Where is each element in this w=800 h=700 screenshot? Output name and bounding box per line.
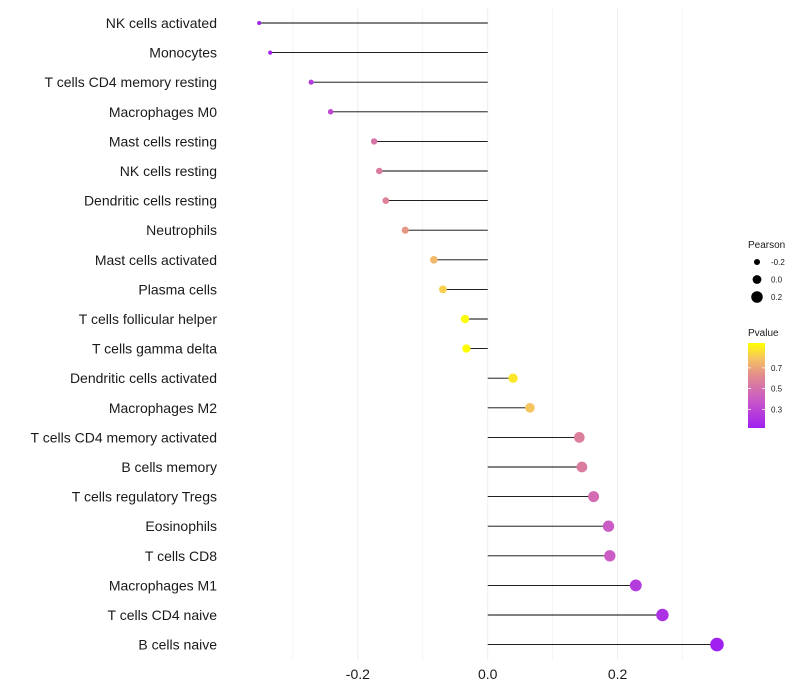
y-label-neutrophils: Neutrophils (146, 222, 217, 238)
y-label-t-cells-follicular-helper: T cells follicular helper (79, 311, 218, 327)
y-label-nk-cells-resting: NK cells resting (120, 163, 217, 179)
y-label-macrophages-m2: Macrophages M2 (109, 400, 217, 416)
lollipop-point-macrophages-m1 (629, 579, 642, 592)
lollipop-point-dendritic-cells-activated (508, 373, 518, 383)
lollipop-point-b-cells-memory (576, 461, 588, 473)
legend-pearson-key (751, 291, 763, 303)
lollipop-point-t-cells-cd8 (604, 550, 616, 562)
y-label-plasma-cells: Plasma cells (138, 281, 217, 297)
legend-pearson-label: 0.0 (771, 276, 783, 285)
y-label-b-cells-naive: B cells naive (138, 637, 217, 653)
lollipop-point-dendritic-cells-resting (382, 197, 390, 204)
lollipop-point-t-cells-follicular-helper (460, 314, 470, 324)
lollipop-point-t-cells-cd4-memory-activated (573, 432, 585, 443)
y-label-mast-cells-resting: Mast cells resting (109, 133, 217, 149)
y-axis-labels: NK cells activated Monocytes T cells CD4 m… (31, 15, 218, 653)
legend-pearson-key (752, 275, 762, 284)
legend-pearson-label: -0.2 (771, 258, 785, 267)
lollipop-point-b-cells-naive (710, 637, 724, 652)
lollipop-point-monocytes (268, 50, 273, 55)
lollipop-point-neutrophils (401, 226, 409, 234)
legend-pvalue-label: 0.3 (771, 405, 783, 414)
lollipop-point-macrophages-m2 (525, 402, 535, 413)
x-axis-ticks: -0.2 0.0 0.2 (346, 666, 628, 682)
y-label-t-cells-cd8: T cells CD8 (145, 548, 217, 564)
legend-pearson-title: Pearson (748, 240, 785, 251)
lollipop-point-t-cells-regulatory-tregs (588, 491, 600, 503)
y-label-t-cells-cd4-memory-resting: T cells CD4 memory resting (45, 74, 217, 90)
x-tick-label: -0.2 (346, 666, 370, 682)
y-label-t-cells-cd4-memory-activated: T cells CD4 memory activated (31, 429, 217, 445)
lollipop-point-mast-cells-activated (430, 255, 438, 264)
y-label-t-cells-cd4-naive: T cells CD4 naive (108, 607, 218, 623)
y-label-nk-cells-activated: NK cells activated (106, 15, 217, 31)
x-tick-label: 0.0 (478, 666, 498, 682)
legend-pearson: Pearson -0.2 0.0 0.2 (748, 240, 785, 303)
legend-pvalue: Pvalue 0.7 0.5 0.3 (748, 328, 783, 428)
lollipop-point-eosinophils (602, 520, 615, 532)
legend-pvalue-label: 0.7 (771, 364, 783, 373)
y-label-eosinophils: Eosinophils (145, 518, 217, 534)
y-label-macrophages-m1: Macrophages M1 (109, 577, 217, 593)
lollipop-point-t-cells-cd4-naive (656, 608, 669, 622)
y-label-monocytes: Monocytes (149, 45, 217, 61)
y-label-t-cells-regulatory-tregs: T cells regulatory Tregs (72, 489, 217, 505)
y-label-dendritic-cells-activated: Dendritic cells activated (70, 370, 217, 386)
legend-pearson-key (753, 258, 761, 266)
lollipop-point-t-cells-gamma-delta (462, 344, 471, 353)
lollipop-marks (257, 21, 724, 652)
y-label-macrophages-m0: Macrophages M0 (109, 104, 217, 120)
lollipop-point-plasma-cells (439, 285, 447, 294)
legend-pvalue-bar (748, 343, 765, 428)
lollipop-point-nk-cells-resting (376, 167, 383, 175)
lollipop-point-nk-cells-activated (257, 21, 262, 25)
y-label-t-cells-gamma-delta: T cells gamma delta (92, 341, 217, 357)
lollipop-point-macrophages-m0 (327, 109, 334, 115)
y-label-mast-cells-activated: Mast cells activated (95, 252, 217, 268)
grid-layer (292, 8, 683, 660)
legend-pearson-label: 0.2 (771, 293, 783, 302)
lollipop-point-mast-cells-resting (370, 138, 378, 145)
lollipop-point-t-cells-cd4-memory-resting (308, 79, 314, 85)
y-label-b-cells-memory: B cells memory (121, 459, 217, 475)
legend-pvalue-title: Pvalue (748, 328, 779, 339)
y-label-dendritic-cells-resting: Dendritic cells resting (84, 193, 217, 209)
x-tick-label: 0.2 (608, 666, 628, 682)
legend-pvalue-label: 0.5 (771, 385, 783, 394)
